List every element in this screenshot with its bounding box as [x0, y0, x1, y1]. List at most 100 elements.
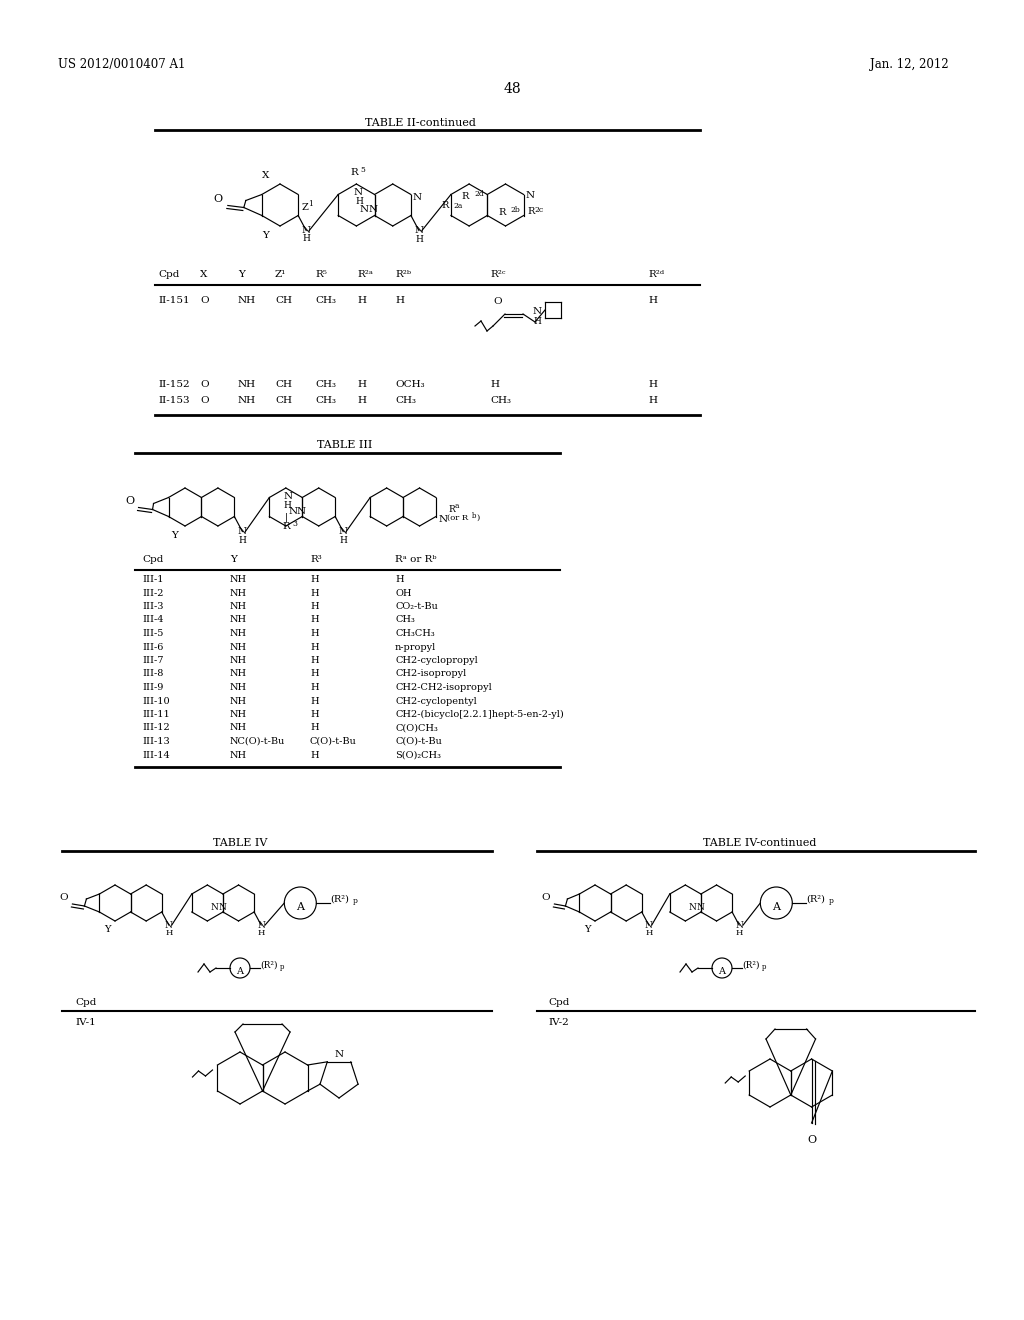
Text: R²ᵈ: R²ᵈ	[648, 271, 665, 279]
Text: n-propyl: n-propyl	[395, 643, 436, 652]
Text: b: b	[472, 511, 476, 520]
Text: 1: 1	[308, 199, 313, 207]
Text: Y: Y	[584, 925, 590, 935]
Text: O: O	[59, 894, 68, 903]
Text: H: H	[395, 576, 403, 583]
Text: Z¹: Z¹	[275, 271, 287, 279]
Text: III-9: III-9	[142, 682, 164, 692]
Text: 2b: 2b	[511, 206, 520, 214]
Text: Y: Y	[238, 271, 245, 279]
Text: H: H	[310, 589, 318, 598]
Text: H: H	[310, 682, 318, 692]
Text: R: R	[462, 191, 469, 201]
Text: 3: 3	[293, 520, 298, 528]
Text: NH: NH	[230, 602, 247, 611]
Text: H: H	[534, 317, 541, 326]
Text: Y: Y	[172, 531, 178, 540]
Text: X: X	[262, 172, 269, 180]
Text: O: O	[200, 380, 209, 389]
Text: N: N	[218, 903, 226, 912]
Text: N: N	[339, 527, 348, 536]
Text: O: O	[200, 296, 209, 305]
Text: H: H	[310, 656, 318, 665]
Text: OCH₃: OCH₃	[395, 380, 425, 389]
Text: N: N	[735, 920, 743, 929]
Text: NH: NH	[230, 656, 247, 665]
Text: 2c: 2c	[535, 206, 544, 214]
Text: NC(O)-t-Bu: NC(O)-t-Bu	[230, 737, 286, 746]
Text: |: |	[286, 512, 289, 521]
Text: US 2012/0010407 A1: US 2012/0010407 A1	[58, 58, 185, 71]
Text: TABLE IV-continued: TABLE IV-continued	[703, 838, 817, 847]
Text: NH: NH	[230, 723, 247, 733]
Text: OH: OH	[395, 589, 412, 598]
Text: H: H	[310, 723, 318, 733]
Text: C(O)CH₃: C(O)CH₃	[395, 723, 438, 733]
Text: N: N	[210, 903, 218, 912]
Text: N: N	[696, 903, 703, 912]
Text: N: N	[284, 492, 293, 502]
Text: IV-2: IV-2	[548, 1018, 568, 1027]
Text: III-12: III-12	[142, 723, 170, 733]
Text: p: p	[762, 964, 767, 972]
Text: O: O	[213, 194, 222, 205]
Text: R: R	[447, 504, 455, 513]
Text: III-13: III-13	[142, 737, 170, 746]
Text: R²ᶜ: R²ᶜ	[490, 271, 506, 279]
Text: N: N	[645, 920, 652, 929]
Text: R: R	[441, 202, 449, 210]
Text: N: N	[532, 308, 542, 317]
Text: TABLE IV: TABLE IV	[213, 838, 267, 847]
Text: CH₃: CH₃	[395, 615, 415, 624]
Text: (R²): (R²)	[260, 961, 278, 970]
Text: Z: Z	[301, 203, 308, 213]
Text: III-1: III-1	[142, 576, 164, 583]
Text: IV-1: IV-1	[75, 1018, 96, 1027]
Text: H: H	[357, 296, 366, 305]
Text: TABLE II-continued: TABLE II-continued	[365, 117, 475, 128]
Text: III-11: III-11	[142, 710, 170, 719]
Text: CH₃: CH₃	[315, 296, 336, 305]
Text: NH: NH	[230, 589, 247, 598]
Text: CH: CH	[275, 296, 292, 305]
Text: R: R	[350, 168, 358, 177]
Text: NH: NH	[238, 380, 256, 389]
Text: C(O)-t-Bu: C(O)-t-Bu	[310, 737, 357, 746]
Text: H: H	[357, 396, 366, 405]
Text: A: A	[719, 966, 725, 975]
Text: p: p	[280, 964, 285, 972]
Text: CH2-cyclopropyl: CH2-cyclopropyl	[395, 656, 478, 665]
Text: Cpd: Cpd	[142, 554, 164, 564]
Text: CH: CH	[275, 380, 292, 389]
Text: III-2: III-2	[142, 589, 164, 598]
Text: H: H	[648, 296, 657, 305]
Text: H: H	[339, 536, 347, 545]
Text: NH: NH	[238, 396, 256, 405]
Text: II-152: II-152	[158, 380, 189, 389]
Text: NH: NH	[230, 751, 247, 759]
Text: CO₂-t-Bu: CO₂-t-Bu	[395, 602, 438, 611]
Text: Rᵃ or Rᵇ: Rᵃ or Rᵇ	[395, 554, 436, 564]
Text: N: N	[439, 515, 449, 524]
Text: N: N	[354, 187, 362, 197]
Text: p: p	[352, 898, 357, 906]
Text: R³: R³	[310, 554, 322, 564]
Text: III-14: III-14	[142, 751, 170, 759]
Text: R²ᵇ: R²ᵇ	[395, 271, 411, 279]
Text: III-4: III-4	[142, 615, 164, 624]
Text: N: N	[413, 193, 422, 202]
Text: (R²): (R²)	[742, 961, 760, 970]
Text: H: H	[357, 380, 366, 389]
Text: A: A	[237, 966, 244, 975]
Text: (R²): (R²)	[331, 895, 349, 904]
Text: N: N	[257, 920, 265, 929]
Text: (or R: (or R	[447, 513, 468, 521]
Text: H: H	[239, 536, 247, 545]
Text: A: A	[772, 902, 780, 912]
Text: 2d: 2d	[474, 190, 484, 198]
Text: NH: NH	[230, 643, 247, 652]
Text: CH2-cyclopentyl: CH2-cyclopentyl	[395, 697, 477, 705]
Text: Jan. 12, 2012: Jan. 12, 2012	[870, 58, 948, 71]
Text: O: O	[200, 396, 209, 405]
Text: N: N	[238, 527, 247, 536]
